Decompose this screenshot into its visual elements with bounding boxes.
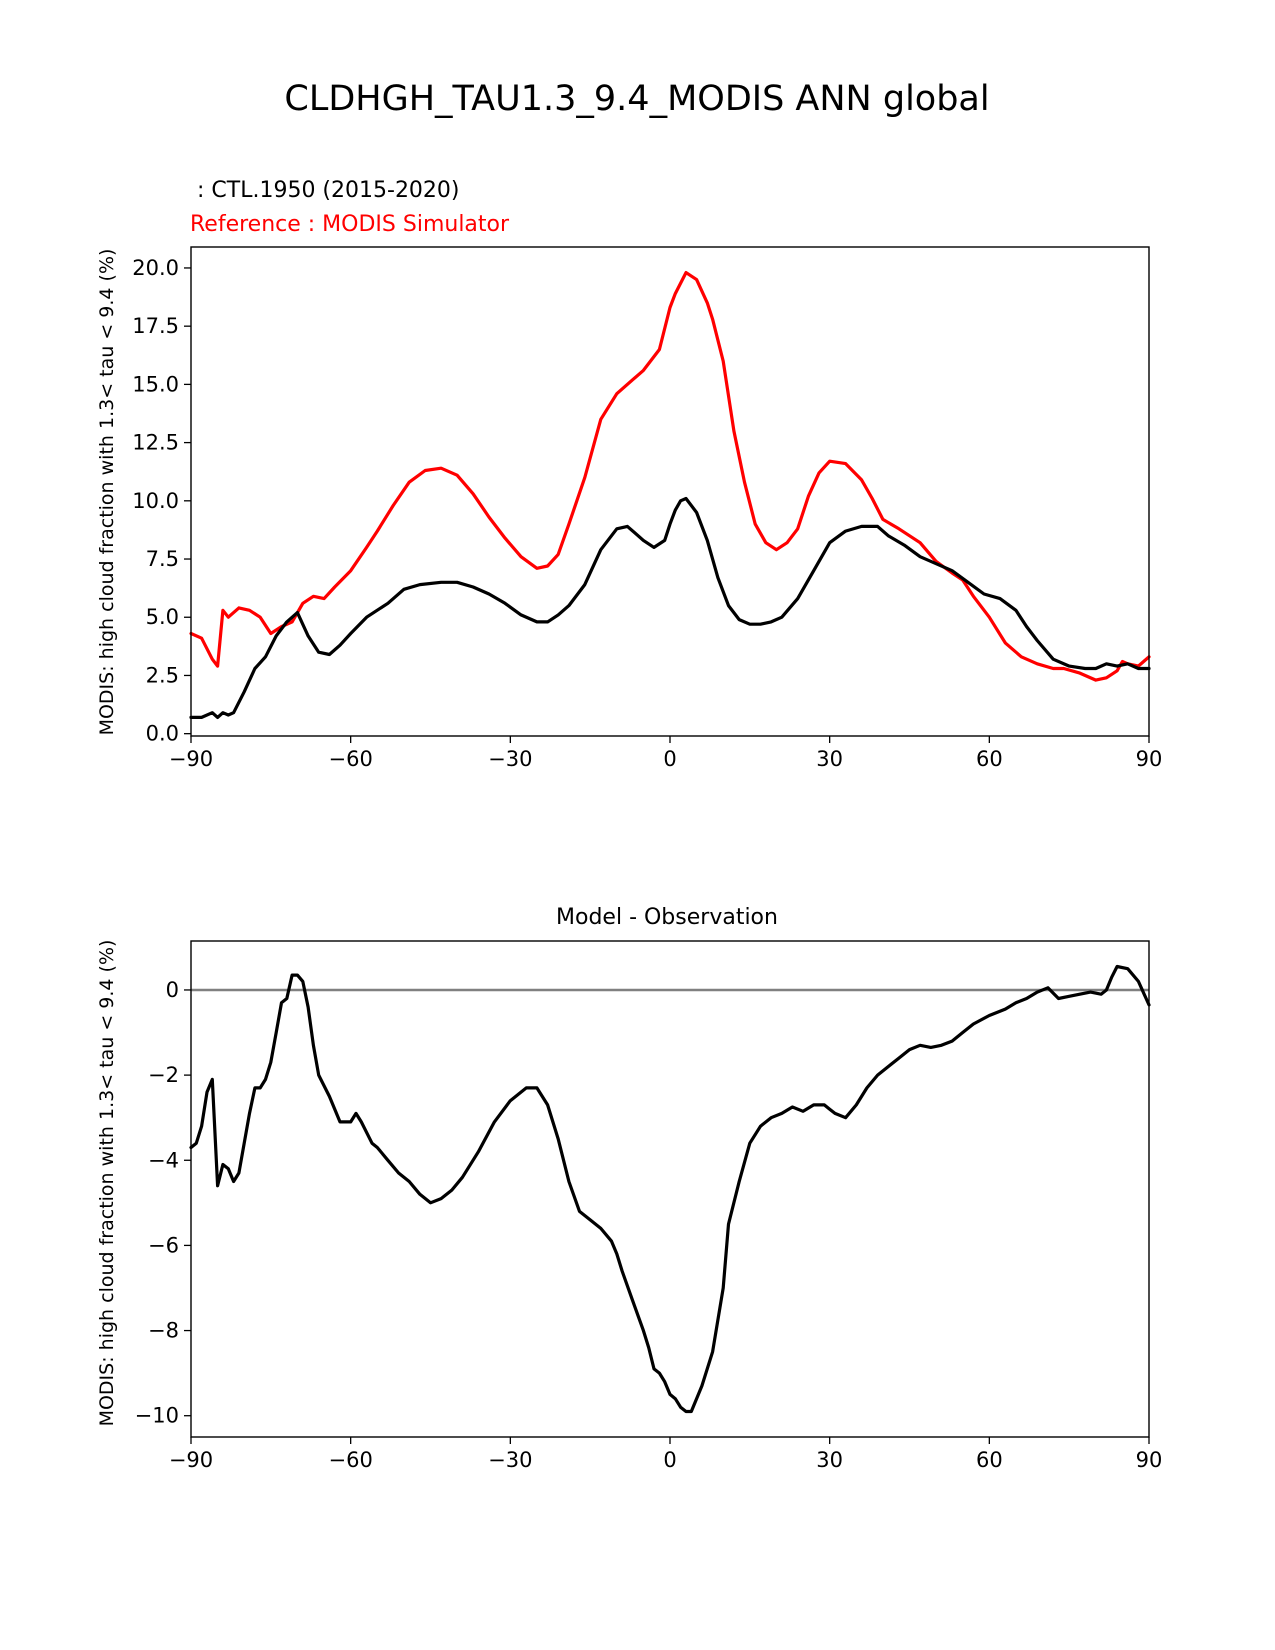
top-lines bbox=[189, 271, 1151, 719]
top-y-tick-label: 20.0 bbox=[132, 256, 179, 280]
top-y-tick-label: 17.5 bbox=[132, 314, 179, 338]
test-label: : CTL.1950 (2015-2020) bbox=[190, 178, 460, 203]
top-x-tick-label: 30 bbox=[816, 747, 843, 771]
bottom-panel: Model - Observation MODIS: high cloud fr… bbox=[96, 905, 1162, 1472]
reference-series-line bbox=[189, 271, 1151, 682]
bottom-y-tick-label: −2 bbox=[148, 1063, 179, 1087]
top-plot-frame bbox=[190, 246, 1150, 737]
difference-series-line bbox=[189, 964, 1151, 1414]
top-y-tick-label: 12.5 bbox=[132, 431, 179, 455]
bottom-plot-title: Model - Observation bbox=[556, 905, 778, 930]
top-x-tick-label: −60 bbox=[329, 747, 373, 771]
top-x-tick-label: −90 bbox=[169, 747, 213, 771]
bottom-plot-frame bbox=[190, 940, 1150, 1438]
bottom-y-tick-label: −8 bbox=[148, 1319, 179, 1343]
top-y-tick-label: 10.0 bbox=[132, 489, 179, 513]
top-x-ticks: −90 −60 −30 0 30 60 90 bbox=[169, 736, 1163, 771]
figure-title: CLDHGH_TAU1.3_9.4_MODIS ANN global bbox=[284, 79, 989, 119]
bottom-x-tick-label: 90 bbox=[1136, 1448, 1163, 1472]
bottom-x-tick-label: 30 bbox=[816, 1448, 843, 1472]
top-x-tick-label: −30 bbox=[488, 747, 532, 771]
bottom-x-ticks: −90 −60 −30 0 30 60 90 bbox=[169, 1437, 1163, 1472]
top-x-tick-label: 0 bbox=[663, 747, 676, 771]
bottom-y-tick-label: −10 bbox=[135, 1404, 179, 1428]
bottom-y-tick-label: 0 bbox=[166, 978, 179, 1002]
top-y-axis-label: MODIS: high cloud fraction with 1.3< tau… bbox=[96, 249, 118, 736]
top-y-tick-label: 7.5 bbox=[146, 547, 179, 571]
top-y-ticks: 0.0 2.5 5.0 7.5 10.0 12.5 15.0 17.5 20.0 bbox=[132, 256, 191, 746]
test-series-line bbox=[189, 496, 1151, 719]
bottom-lines bbox=[189, 964, 1151, 1414]
bottom-x-tick-label: −90 bbox=[169, 1448, 213, 1472]
top-y-tick-label: 0.0 bbox=[146, 722, 179, 746]
top-y-tick-label: 2.5 bbox=[146, 663, 179, 687]
top-panel: : CTL.1950 (2015-2020) Reference : MODIS… bbox=[96, 178, 1162, 771]
top-x-tick-label: 90 bbox=[1136, 747, 1163, 771]
bottom-y-tick-label: −6 bbox=[148, 1233, 179, 1257]
bottom-y-axis-label: MODIS: high cloud fraction with 1.3< tau… bbox=[96, 940, 118, 1427]
bottom-x-tick-label: 0 bbox=[663, 1448, 676, 1472]
top-x-tick-label: 60 bbox=[976, 747, 1003, 771]
top-y-tick-label: 5.0 bbox=[146, 605, 179, 629]
top-y-tick-label: 15.0 bbox=[132, 372, 179, 396]
bottom-y-ticks: 0 −2 −4 −6 −8 −10 bbox=[135, 978, 191, 1428]
bottom-x-tick-label: −30 bbox=[488, 1448, 532, 1472]
bottom-y-tick-label: −4 bbox=[148, 1148, 179, 1172]
bottom-x-tick-label: −60 bbox=[329, 1448, 373, 1472]
reference-label: Reference : MODIS Simulator bbox=[190, 212, 510, 237]
bottom-x-tick-label: 60 bbox=[976, 1448, 1003, 1472]
